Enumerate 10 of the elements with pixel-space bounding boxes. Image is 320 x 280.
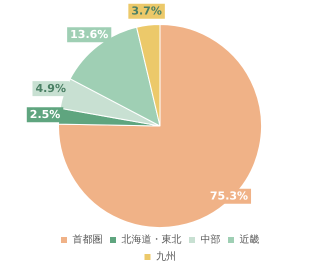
legend-label: 九州 [156,250,176,263]
data-label: 4.9% [35,82,66,95]
legend-label: 首都圏 [72,234,102,246]
data-label: 13.6% [70,28,108,42]
legend-label: 中部 [200,234,220,246]
data-label: 75.3% [210,190,248,203]
legend-label: 北海道・東北 [122,234,182,246]
data-label: 3.7% [131,4,162,18]
data-label: 2.5% [30,108,60,122]
legend-label: 近畿 [240,234,260,246]
